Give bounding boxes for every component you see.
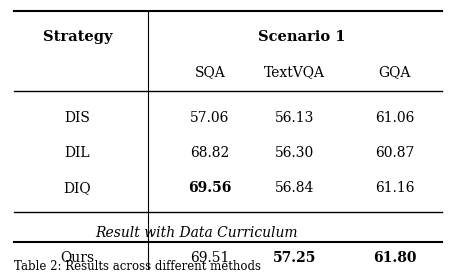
Text: 68.82: 68.82 bbox=[190, 146, 229, 160]
Text: 56.84: 56.84 bbox=[274, 181, 313, 195]
Text: 61.16: 61.16 bbox=[374, 181, 413, 195]
Text: 57.25: 57.25 bbox=[272, 252, 315, 266]
Text: 56.13: 56.13 bbox=[274, 111, 313, 125]
Text: Ours: Ours bbox=[61, 252, 94, 266]
Text: DIL: DIL bbox=[65, 146, 90, 160]
Text: Result with Data Curriculum: Result with Data Curriculum bbox=[95, 226, 297, 240]
Text: 56.30: 56.30 bbox=[274, 146, 313, 160]
Text: Strategy: Strategy bbox=[43, 30, 112, 44]
Text: DIQ: DIQ bbox=[64, 181, 91, 195]
Text: 69.51: 69.51 bbox=[190, 252, 229, 266]
Text: 60.87: 60.87 bbox=[374, 146, 413, 160]
Text: GQA: GQA bbox=[378, 65, 410, 79]
Text: 61.06: 61.06 bbox=[374, 111, 413, 125]
Text: 61.80: 61.80 bbox=[372, 252, 415, 266]
Text: DIS: DIS bbox=[65, 111, 90, 125]
Text: SQA: SQA bbox=[194, 65, 225, 79]
Text: 69.56: 69.56 bbox=[187, 181, 231, 195]
Text: Table 2: Results across different methods: Table 2: Results across different method… bbox=[14, 260, 260, 273]
Text: Scenario 1: Scenario 1 bbox=[258, 30, 345, 44]
Text: 57.06: 57.06 bbox=[190, 111, 229, 125]
Text: TextVQA: TextVQA bbox=[263, 65, 324, 79]
